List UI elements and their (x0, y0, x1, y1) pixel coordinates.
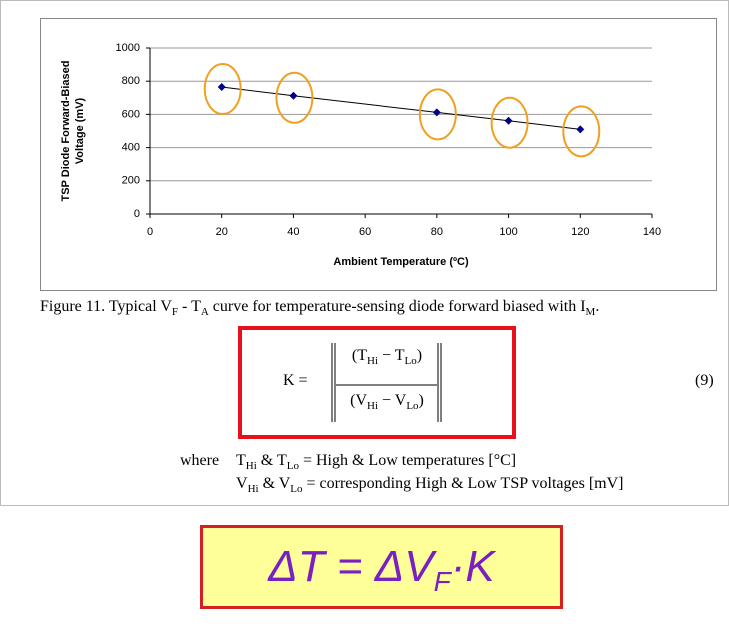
x-tick-label: 100 (499, 226, 517, 238)
series-line (221, 86, 581, 130)
highlighted-formula: ΔT = ΔVF·K (200, 525, 563, 609)
where-label: where (180, 452, 220, 469)
highlight-ellipse (418, 88, 457, 141)
highlight-ellipse (490, 96, 529, 149)
subscript: Lo (406, 400, 419, 412)
data-point (504, 116, 513, 125)
x-tick-label: 120 (571, 226, 589, 238)
y-tick-label: 600 (122, 108, 140, 120)
x-tick-label: 60 (359, 226, 371, 238)
x-tick-label: 80 (431, 226, 443, 238)
highlight-ellipse (203, 63, 242, 116)
y-tick-label: 0 (134, 208, 140, 220)
subscript: Hi (245, 460, 257, 472)
x-axis-label: Ambient Temperature (ºC) (333, 256, 469, 268)
y-tick-label: 1000 (116, 42, 140, 54)
where-line: THi & TLo = High & Low temperatures [°C] (236, 452, 516, 472)
y-axis-label: Voltage (mV) (74, 97, 86, 164)
text: T (236, 452, 246, 469)
chart-border (40, 18, 717, 291)
text: ·K (450, 542, 495, 591)
text: = High & Low temperatures [°C] (298, 452, 517, 469)
subscript: Lo (290, 483, 303, 495)
text: − V (378, 392, 407, 409)
text: - T (178, 298, 201, 315)
text: . (595, 298, 600, 315)
text: ) (416, 347, 423, 364)
subscript: Hi (247, 483, 259, 495)
subscript: A (200, 306, 209, 318)
text: ) (418, 392, 424, 409)
equation-number: (9) (695, 372, 714, 389)
data-point (576, 125, 585, 134)
subscript: Lo (404, 355, 417, 367)
data-point (432, 108, 441, 117)
where-line: VHi & VLo = corresponding High & Low TSP… (236, 475, 624, 495)
equation-box (238, 326, 516, 439)
text: curve for temperature-sensing diode forw… (208, 298, 586, 315)
subscript: Hi (367, 355, 379, 367)
subscript: Lo (286, 460, 299, 472)
text: (V (350, 392, 368, 409)
numerator: (THi − TLo) (336, 347, 438, 367)
text: − T (378, 347, 405, 364)
y-tick-label: 200 (122, 175, 140, 187)
y-tick-label: 400 (122, 142, 140, 154)
subscript: M (585, 306, 596, 318)
denominator: (VHi − VLo) (336, 392, 438, 412)
y-tick-label: 800 (122, 75, 140, 87)
x-tick-label: 140 (643, 226, 661, 238)
text: = corresponding High & Low TSP voltages … (302, 475, 624, 492)
highlight-ellipse (275, 71, 314, 124)
text: (T (351, 347, 368, 364)
subscript: Hi (367, 400, 379, 412)
equation-lhs: K = (283, 372, 308, 389)
figure-caption: Figure 11. Typical VF - TA curve for tem… (40, 298, 599, 318)
x-tick-label: 20 (216, 226, 228, 238)
y-axis-label: TSP Diode Forward-Biased (60, 61, 72, 202)
text: Figure 11. Typical V (40, 298, 172, 315)
highlight-ellipse (562, 105, 601, 158)
text: V (236, 475, 248, 492)
text: & T (256, 452, 287, 469)
text: ΔT = ΔV (268, 542, 434, 591)
chart: 0 200 400 600 800 1000 0 20 40 60 80 100 120 140 Ambie… (40, 18, 717, 291)
subscript: F (433, 566, 451, 597)
x-tick-label: 40 (287, 226, 299, 238)
data-point (217, 83, 226, 92)
x-tick-label: 0 (147, 226, 153, 238)
data-point (289, 91, 298, 100)
text: & V (258, 475, 291, 492)
subscript: F (171, 306, 179, 318)
